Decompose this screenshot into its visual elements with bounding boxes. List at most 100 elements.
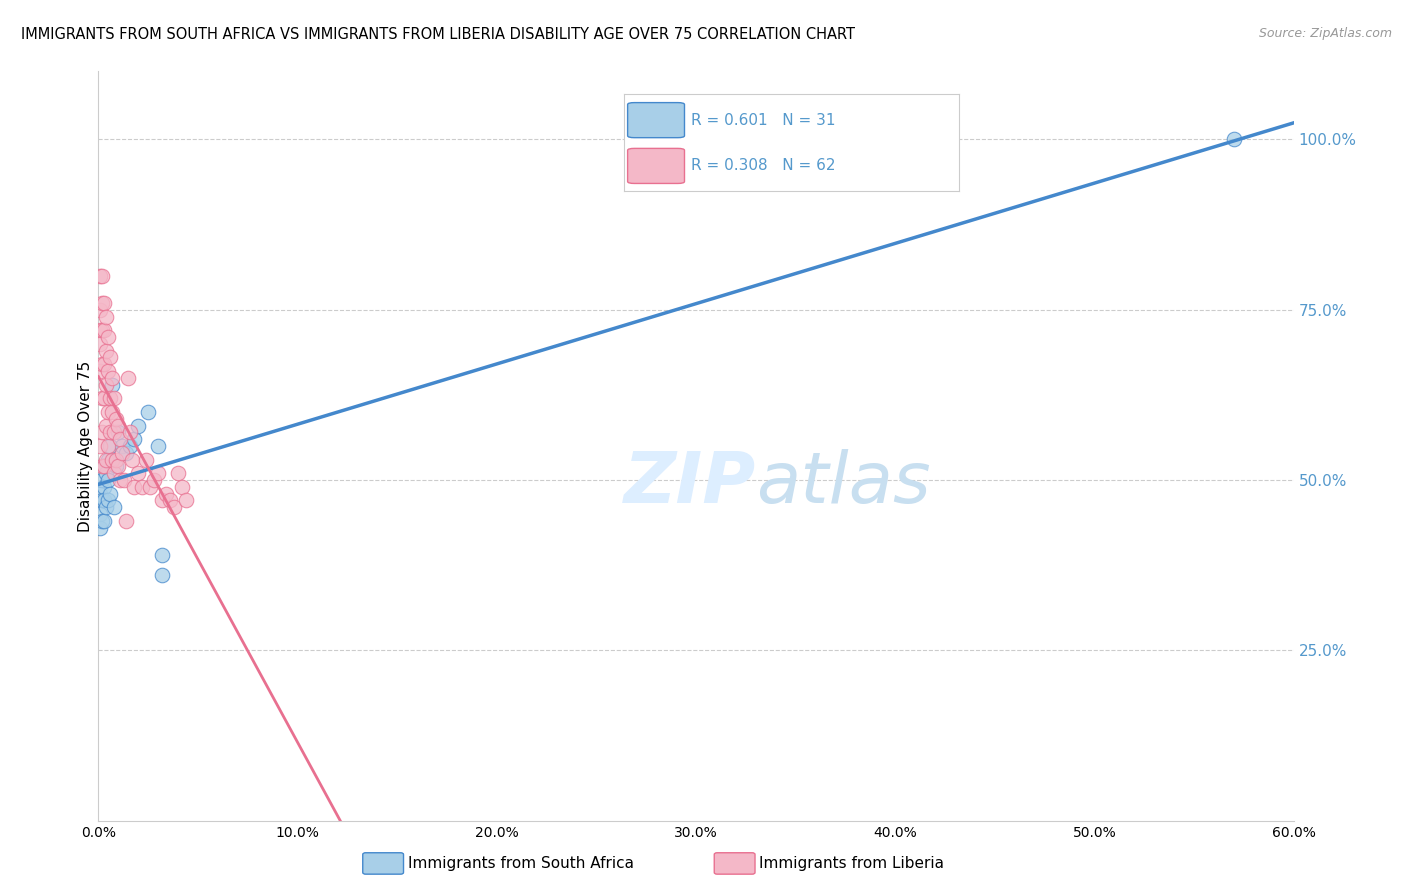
Point [110, 473, 132, 487]
Text: atlas: atlas [756, 449, 931, 518]
Point [131, 480, 153, 494]
Point [120, 425, 142, 440]
Point [97, 364, 120, 378]
Point [110, 432, 132, 446]
Point [97, 473, 120, 487]
Point [97, 493, 120, 508]
Point [89, 521, 111, 535]
Point [97, 452, 120, 467]
Point [101, 371, 124, 385]
Point [91, 493, 114, 508]
Point [98, 392, 122, 406]
Point [91, 459, 114, 474]
Point [105, 452, 128, 467]
Point [89, 323, 111, 337]
Point [89, 302, 111, 317]
Point [155, 486, 177, 500]
Point [96, 418, 118, 433]
Point [143, 473, 166, 487]
Point [136, 405, 159, 419]
Point [89, 486, 111, 500]
Point [93, 459, 115, 474]
Point [96, 343, 118, 358]
Point [97, 405, 120, 419]
Text: Immigrants from Liberia: Immigrants from Liberia [759, 856, 945, 871]
Point [107, 459, 129, 474]
Point [148, 467, 170, 481]
Point [115, 446, 138, 460]
Point [91, 473, 114, 487]
Point [103, 425, 125, 440]
Point [148, 439, 170, 453]
Point [89, 507, 111, 521]
Point [111, 439, 134, 453]
Point [172, 480, 194, 494]
Point [97, 439, 120, 453]
Point [93, 392, 115, 406]
Point [96, 467, 118, 481]
Point [105, 411, 128, 425]
Point [89, 439, 111, 453]
Point [1223, 132, 1246, 146]
Point [98, 351, 122, 365]
Point [163, 500, 186, 515]
Point [120, 439, 142, 453]
Point [96, 310, 118, 324]
Point [89, 268, 111, 283]
Point [150, 548, 173, 562]
Point [101, 405, 124, 419]
Point [93, 323, 115, 337]
Point [91, 323, 114, 337]
Point [91, 268, 114, 283]
Point [107, 418, 129, 433]
Point [103, 500, 125, 515]
Point [111, 446, 134, 460]
Point [93, 296, 115, 310]
Point [101, 452, 124, 467]
Point [150, 493, 173, 508]
Point [124, 480, 146, 494]
Point [98, 425, 122, 440]
Point [97, 330, 120, 344]
Point [167, 467, 190, 481]
Text: Immigrants from South Africa: Immigrants from South Africa [408, 856, 634, 871]
Point [150, 568, 173, 582]
Point [127, 418, 149, 433]
Point [103, 392, 125, 406]
Point [127, 467, 149, 481]
Point [91, 392, 114, 406]
Point [139, 480, 162, 494]
Point [93, 459, 115, 474]
Text: Source: ZipAtlas.com: Source: ZipAtlas.com [1258, 27, 1392, 40]
Point [117, 371, 139, 385]
Point [124, 432, 146, 446]
Point [159, 493, 181, 508]
Y-axis label: Disability Age Over 75: Disability Age Over 75 [77, 360, 93, 532]
Text: ZIP: ZIP [623, 449, 756, 518]
Point [91, 357, 114, 371]
Point [98, 439, 122, 453]
Point [89, 364, 111, 378]
Point [105, 459, 128, 474]
Point [98, 486, 122, 500]
Point [93, 493, 115, 508]
Point [93, 480, 115, 494]
Point [96, 500, 118, 515]
Point [107, 425, 129, 440]
Point [96, 377, 118, 392]
Point [91, 425, 114, 440]
Point [96, 452, 118, 467]
Point [93, 514, 115, 528]
Point [93, 357, 115, 371]
Point [115, 514, 138, 528]
Text: IMMIGRANTS FROM SOUTH AFRICA VS IMMIGRANTS FROM LIBERIA DISABILITY AGE OVER 75 C: IMMIGRANTS FROM SOUTH AFRICA VS IMMIGRAN… [21, 27, 855, 42]
Point [112, 473, 135, 487]
Point [89, 336, 111, 351]
Point [103, 467, 125, 481]
Point [174, 493, 197, 508]
Point [101, 377, 124, 392]
Point [121, 452, 143, 467]
Point [135, 452, 157, 467]
Point [91, 296, 114, 310]
Point [91, 514, 114, 528]
